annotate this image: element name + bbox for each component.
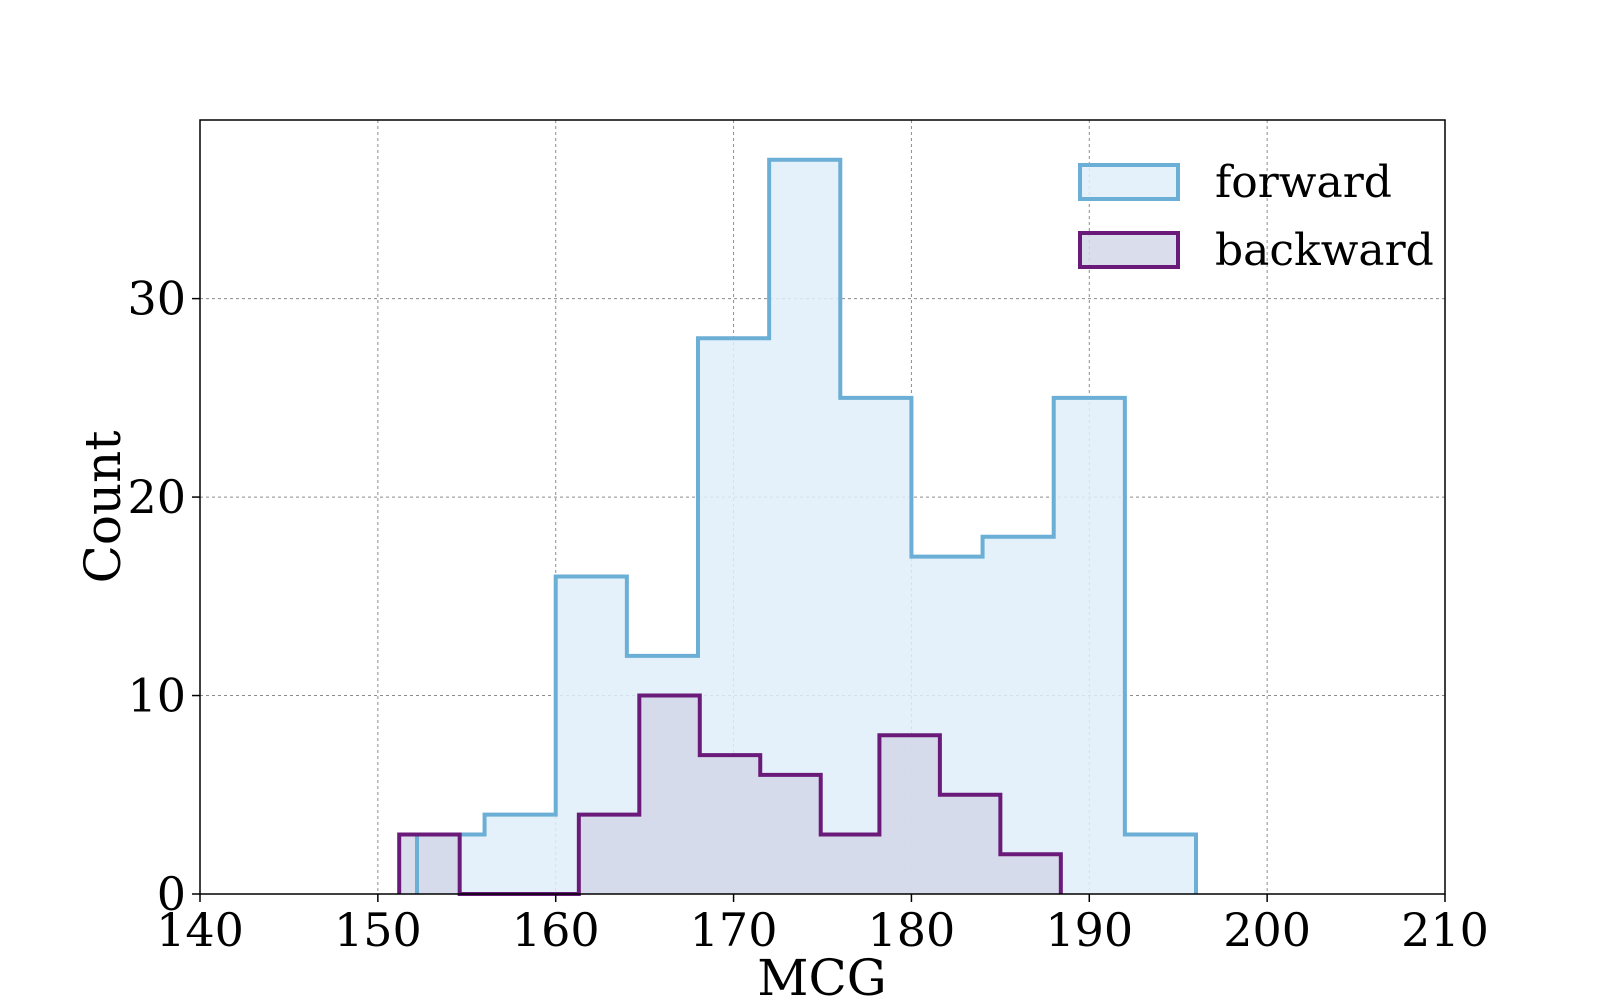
series-fill-forward (416, 159, 1196, 894)
series-outline-forward (414, 157, 1198, 894)
legend-label-backward: backward (1215, 225, 1434, 276)
legend-swatch-forward (1078, 163, 1180, 201)
x-tick-label: 200 (1223, 903, 1311, 957)
series-fills (399, 159, 1196, 894)
axis-ticks: 140 150 160 170 180 190 200 210 0 10 20 30 (127, 272, 1488, 957)
y-tick-label: 20 (127, 470, 186, 524)
legend: forward backward (1078, 157, 1434, 276)
x-tick-label: 190 (1045, 903, 1133, 957)
legend-label-forward: forward (1215, 157, 1392, 208)
y-tick-label: 10 (127, 669, 186, 723)
x-tick-label: 140 (156, 903, 244, 957)
y-tick-label: 0 (157, 867, 186, 921)
x-tick-label: 170 (690, 903, 778, 957)
y-axis-label: Count (74, 431, 132, 584)
y-tick-label: 30 (127, 272, 186, 326)
plot-frame (199, 119, 1446, 895)
x-axis-label: MCG (757, 949, 886, 1000)
x-tick-label: 210 (1401, 903, 1489, 957)
x-tick-label: 160 (512, 903, 600, 957)
legend-swatch-backward (1078, 231, 1180, 269)
x-tick-label: 150 (334, 903, 422, 957)
x-tick-label: 180 (868, 903, 956, 957)
series-fill-backward (399, 695, 1061, 894)
